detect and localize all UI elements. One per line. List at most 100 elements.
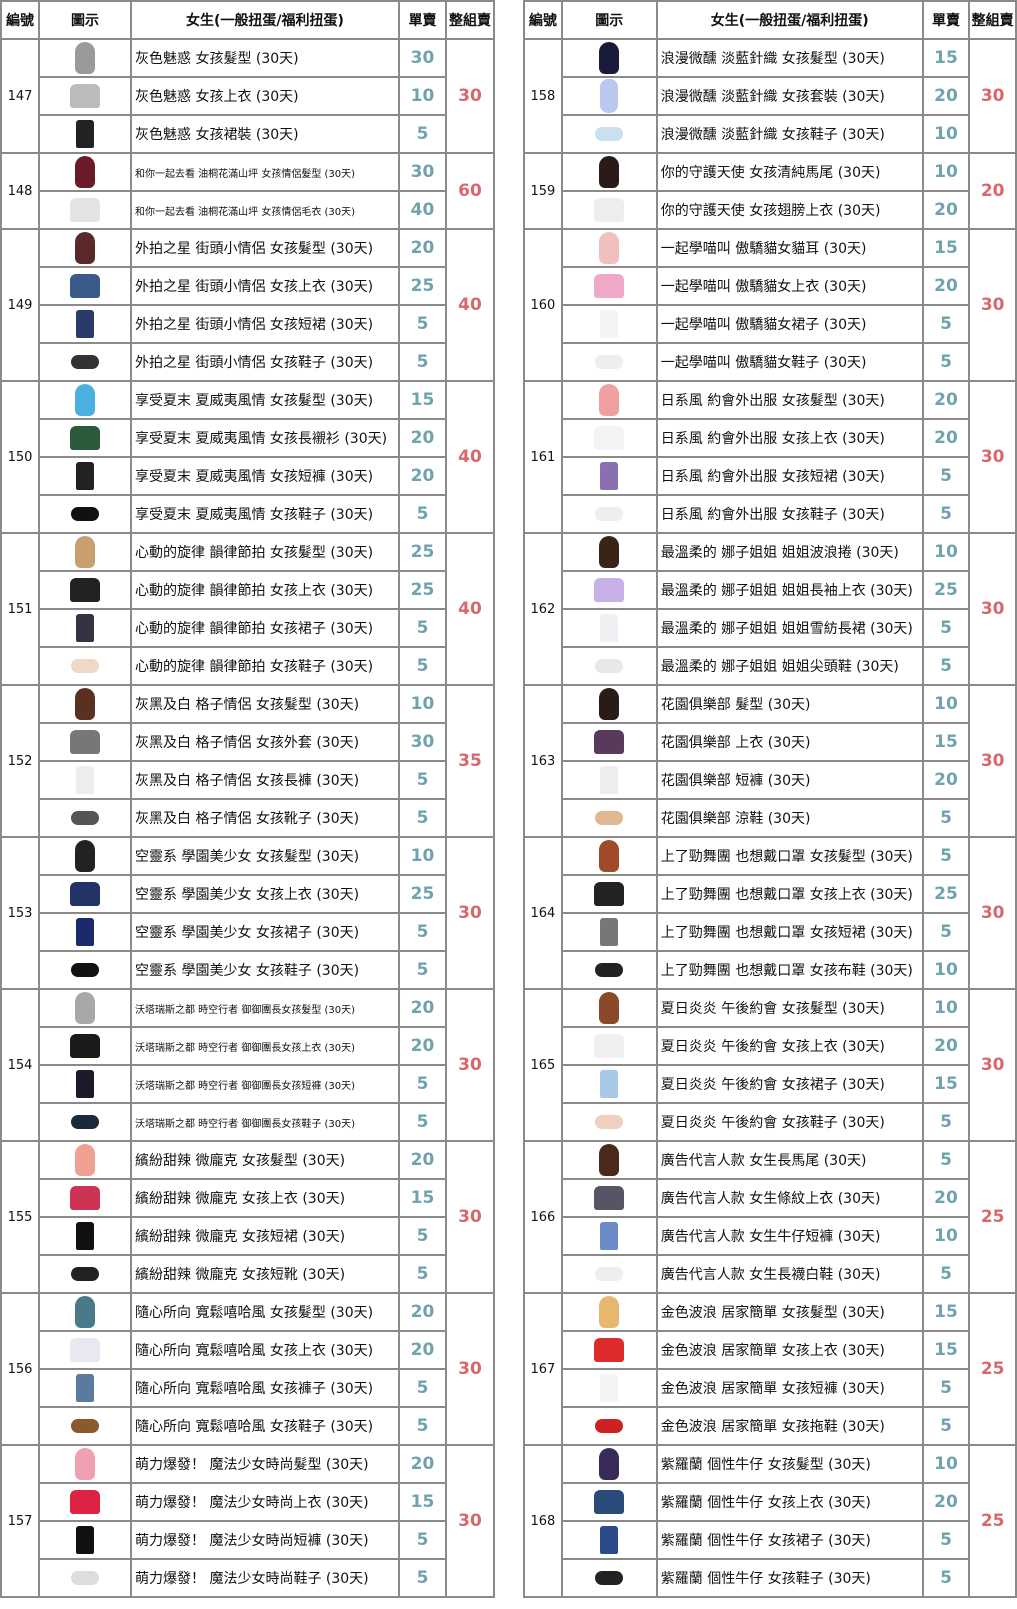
item-row: 夏日炎炎 午後約會 女孩裙子 (30天) 15 [524,1064,1016,1104]
item-name: 享受夏末 夏威夷風情 女孩髮型 (30天) [130,380,400,420]
item-image-cell [38,38,132,78]
single-price: 25 [398,266,447,306]
set-price: 30 [445,836,495,990]
single-price: 5 [921,912,971,952]
item-name: 日系風 約會外出服 女孩髮型 (30天) [655,380,924,420]
item-name: 一起學喵叫 傲驕貓女貓耳 (30天) [655,228,924,268]
item-name: 灰黑及白 格子情侶 女孩長褲 (30天) [130,760,400,800]
single-price: 15 [921,1292,971,1332]
item-row: 空靈系 學園美少女 女孩上衣 (30天) 25 [1,874,494,914]
single-price: 5 [398,1520,447,1560]
shoes-item-icon [595,1267,624,1281]
item-name: 花園俱樂部 短褲 (30天) [655,760,924,800]
single-price: 20 [921,1026,971,1066]
item-name: 夏日炎炎 午後約會 女孩上衣 (30天) [655,1026,924,1066]
item-image-cell [560,380,658,420]
hair-item-icon [599,840,620,872]
item-image-cell [560,646,658,686]
item-name: 隨心所向 寬鬆嘻哈風 女孩髮型 (30天) [130,1292,400,1332]
item-name: 上了勁舞團 也想戴口罩 女孩短裙 (30天) [655,912,924,952]
bottom-item-icon [600,462,619,490]
item-row: 最溫柔的 娜子姐姐 姐姐雪紡長裙 (30天) 5 [524,608,1016,648]
set-price: 30 [445,1140,495,1294]
set-price: 30 [968,532,1017,686]
item-name: 外拍之星 街頭小情侶 女孩短裙 (30天) [130,304,400,344]
shoes-item-icon [71,1571,99,1585]
single-price: 5 [921,1406,971,1446]
set-price: 30 [445,1292,495,1446]
top-item-icon [70,198,100,222]
item-name: 空靈系 學園美少女 女孩鞋子 (30天) [130,950,400,990]
single-price: 5 [921,798,971,838]
item-name: 花園俱樂部 涼鞋 (30天) [655,798,924,838]
single-price: 5 [921,1368,971,1408]
item-row: 心動的旋律 韻律節拍 女孩上衣 (30天) 25 [1,570,494,610]
single-price: 15 [921,1064,971,1104]
item-name: 最溫柔的 娜子姐姐 姐姐波浪捲 (30天) [655,532,924,572]
item-row: 金色波浪 居家簡單 女孩上衣 (30天) 15 [524,1330,1016,1370]
set-id: 160 [523,228,563,382]
item-row: 154 沃塔瑞斯之都 時空行者 御御團長女孩髮型 (30天) 20 30 [0,988,495,1142]
bottom-item-icon [600,1526,619,1554]
top-item-icon [594,1338,625,1362]
item-name: 金色波浪 居家簡單 女孩拖鞋 (30天) [655,1406,924,1446]
item-row: 浪漫微醺 淡藍針織 女孩鞋子 (30天) 10 [524,114,1016,154]
item-image-cell [560,228,658,268]
set-id: 163 [523,684,563,838]
set-id: 154 [0,988,40,1142]
item-name: 萌力爆發！ 魔法少女時尚短褲 (30天) [130,1520,400,1560]
item-row: 147 灰色魅惑 女孩髮型 (30天) 30 30 [0,38,495,154]
item-row: 花園俱樂部 上衣 (30天) 15 [524,722,1016,762]
shoes-item-icon [595,659,624,673]
item-row: 花園俱樂部 涼鞋 (30天) 5 [524,798,1016,838]
shoes-item-icon [595,507,624,521]
top-item-icon [70,1338,100,1362]
set-price: 25 [968,1140,1017,1294]
top-item-icon [594,1490,625,1514]
item-row: 萌力爆發！ 魔法少女時尚上衣 (30天) 15 [1,1482,494,1522]
hair-item-icon [75,42,95,74]
single-price: 15 [921,228,971,268]
shoes-item-icon [595,963,624,977]
item-image-cell [560,1178,658,1218]
item-row: 日系風 約會外出服 女孩上衣 (30天) 20 [524,418,1016,458]
set-id: 151 [0,532,40,686]
item-image-cell [560,304,658,344]
item-row: 灰黑及白 格子情侶 女孩外套 (30天) 30 [1,722,494,762]
single-price: 40 [398,190,447,230]
item-name: 上了勁舞團 也想戴口罩 女孩布鞋 (30天) [655,950,924,990]
set-id: 167 [523,1292,563,1446]
item-image-cell [38,1444,132,1484]
set-id: 161 [523,380,563,534]
top-item-icon [70,426,100,450]
item-row: 上了勁舞團 也想戴口罩 女孩上衣 (30天) 25 [524,874,1016,914]
item-name: 紫羅蘭 個性牛仔 女孩上衣 (30天) [655,1482,924,1522]
bottom-item-icon [600,918,619,946]
single-price: 5 [398,1406,447,1446]
item-image-cell [38,342,132,382]
item-name: 灰黑及白 格子情侶 女孩靴子 (30天) [130,798,400,838]
header-name: 女生(一般扭蛋/福利扭蛋) [130,0,400,40]
hair-item-icon [75,688,95,720]
item-row: 廣告代言人款 女生條紋上衣 (30天) 20 [524,1178,1016,1218]
top-item-icon [594,198,625,222]
item-name: 心動的旋律 韻律節拍 女孩上衣 (30天) [130,570,400,610]
item-image-cell [560,760,658,800]
item-image-cell [560,722,658,762]
item-name: 繽紛甜辣 微龐克 女孩短裙 (30天) [130,1216,400,1256]
set-id: 162 [523,532,563,686]
item-name: 最溫柔的 娜子姐姐 姐姐尖頭鞋 (30天) [655,646,924,686]
shoes-item-icon [595,1115,624,1129]
item-image-cell [560,190,658,230]
item-name: 繽紛甜辣 微龐克 女孩髮型 (30天) [130,1140,400,1180]
single-price: 10 [921,114,971,154]
shoes-item-icon [71,963,99,977]
item-name: 日系風 約會外出服 女孩上衣 (30天) [655,418,924,458]
top-item-icon [70,730,100,754]
single-price: 5 [398,114,447,154]
item-image-cell [38,1406,132,1446]
bottom-item-icon [600,614,619,642]
item-row: 上了勁舞團 也想戴口罩 女孩短裙 (30天) 5 [524,912,1016,952]
item-name: 日系風 約會外出服 女孩短裙 (30天) [655,456,924,496]
hair-item-icon [599,384,620,416]
